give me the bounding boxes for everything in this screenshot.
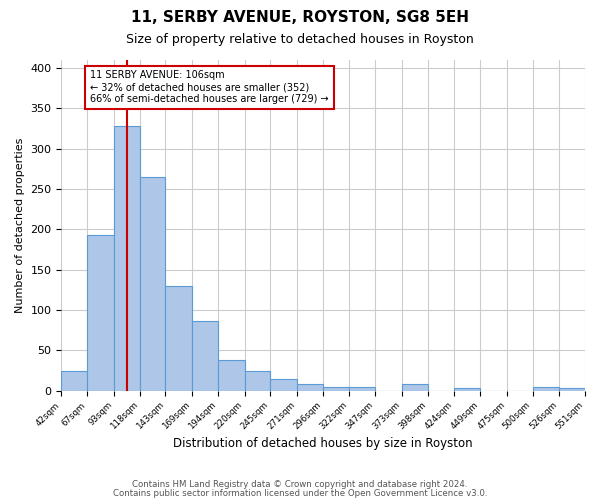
Bar (349, 388, 375, 390)
Bar (559, 388, 585, 390)
Bar (140, 177, 165, 390)
Text: 11 SERBY AVENUE: 106sqm
← 32% of detached houses are smaller (352)
66% of semi-d: 11 SERBY AVENUE: 106sqm ← 32% of detache… (90, 70, 329, 104)
Bar (533, 388, 559, 390)
Text: 11, SERBY AVENUE, ROYSTON, SG8 5EH: 11, SERBY AVENUE, ROYSTON, SG8 5EH (131, 10, 469, 25)
Bar (245, 370, 270, 390)
Bar (61, 370, 87, 390)
Bar (323, 388, 349, 390)
Bar (114, 126, 140, 390)
Bar (218, 360, 245, 390)
Bar (87, 235, 114, 390)
Bar (454, 388, 480, 390)
X-axis label: Distribution of detached houses by size in Royston: Distribution of detached houses by size … (173, 437, 473, 450)
Bar (402, 384, 428, 390)
Text: Contains HM Land Registry data © Crown copyright and database right 2024.: Contains HM Land Registry data © Crown c… (132, 480, 468, 489)
Y-axis label: Number of detached properties: Number of detached properties (15, 138, 25, 313)
Bar (270, 378, 297, 390)
Bar (297, 384, 323, 390)
Text: Size of property relative to detached houses in Royston: Size of property relative to detached ho… (126, 32, 474, 46)
Bar (165, 286, 192, 391)
Text: Contains public sector information licensed under the Open Government Licence v3: Contains public sector information licen… (113, 489, 487, 498)
Bar (192, 322, 218, 390)
